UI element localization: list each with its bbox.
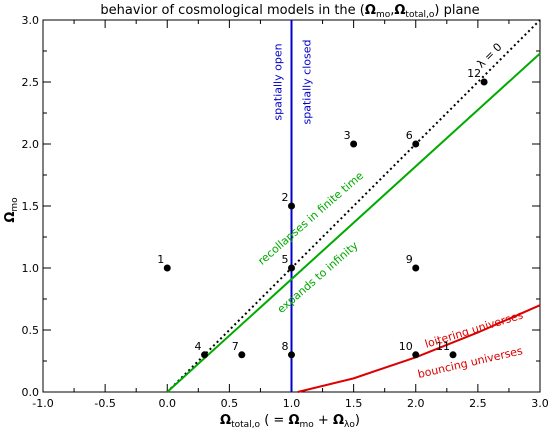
y-tick-label: 2.5 <box>22 76 40 89</box>
model-point-label: 7 <box>232 340 239 353</box>
y-axis-ticks: 0.0 0.5 1.0 1.5 2.0 2.5 3.0 <box>22 14 540 399</box>
model-point <box>288 202 295 210</box>
model-point <box>163 264 171 272</box>
model-point <box>238 351 246 359</box>
x-tick-label: 0.5 <box>221 397 239 410</box>
y-tick-label: 2.0 <box>22 138 40 151</box>
y-tick-label: 3.0 <box>22 14 40 27</box>
model-point-label: 9 <box>406 253 413 266</box>
model-point-label: 8 <box>282 340 289 353</box>
x-tick-label: -1.0 <box>32 397 53 410</box>
model-point-label: 4 <box>195 340 202 353</box>
lambda-zero-label: λ = 0 <box>474 40 504 70</box>
model-point <box>412 140 420 148</box>
model-point <box>412 351 420 359</box>
loitering-label: loitering universes <box>423 308 525 350</box>
spatially-open-label: spatially open <box>272 43 285 120</box>
model-point-label: 2 <box>282 191 289 204</box>
model-point <box>201 351 209 359</box>
model-point <box>350 140 358 148</box>
x-tick-label: 2.5 <box>469 397 487 410</box>
spatially-closed-label: spatially closed <box>301 40 314 125</box>
model-point <box>480 78 488 86</box>
x-tick-label: 1.0 <box>283 397 301 410</box>
x-axis-label: Ωtotal,o ( = Ωmo + Ωλo) <box>220 413 360 430</box>
lambda-zero-line <box>166 19 541 393</box>
x-tick-label: 3.0 <box>531 397 549 410</box>
y-tick-label: 1.5 <box>22 200 40 213</box>
y-axis-label: Ωmo <box>3 197 20 223</box>
model-point-label: 12 <box>467 67 481 80</box>
y-tick-label: 1.0 <box>22 262 40 275</box>
line-labels: spatially open spatially closed λ = 0recol… <box>255 40 525 381</box>
model-point-label: 6 <box>406 129 413 142</box>
plot-area: -1.0 -0.5 0.0 0.5 1.0 1.5 2.0 2.5 3.0 0.0 0.5 1.0 1… <box>22 14 549 410</box>
chart-title: behavior of cosmological models in the (… <box>100 3 479 20</box>
model-point-label: 1 <box>157 253 164 266</box>
x-tick-label: 2.0 <box>407 397 425 410</box>
x-tick-label: -0.5 <box>94 397 115 410</box>
model-point-label: 10 <box>399 340 413 353</box>
recollapse-boundary-line <box>166 52 541 393</box>
model-point-label: 5 <box>282 253 289 266</box>
model-point <box>288 264 295 272</box>
model-point-label: 3 <box>344 129 351 142</box>
y-tick-label: 0.0 <box>22 386 40 399</box>
model-point <box>449 351 457 359</box>
y-tick-label: 0.5 <box>22 324 40 337</box>
model-point <box>412 264 420 272</box>
x-tick-label: 0.0 <box>159 397 177 410</box>
x-tick-label: 1.5 <box>345 397 363 410</box>
model-lines <box>166 19 541 393</box>
model-point <box>288 351 295 359</box>
x-axis-ticks: -1.0 -0.5 0.0 0.5 1.0 1.5 2.0 2.5 3.0 <box>32 20 549 410</box>
expands-label: expands to infinity <box>275 239 361 316</box>
model-point-label: 11 <box>436 340 450 353</box>
